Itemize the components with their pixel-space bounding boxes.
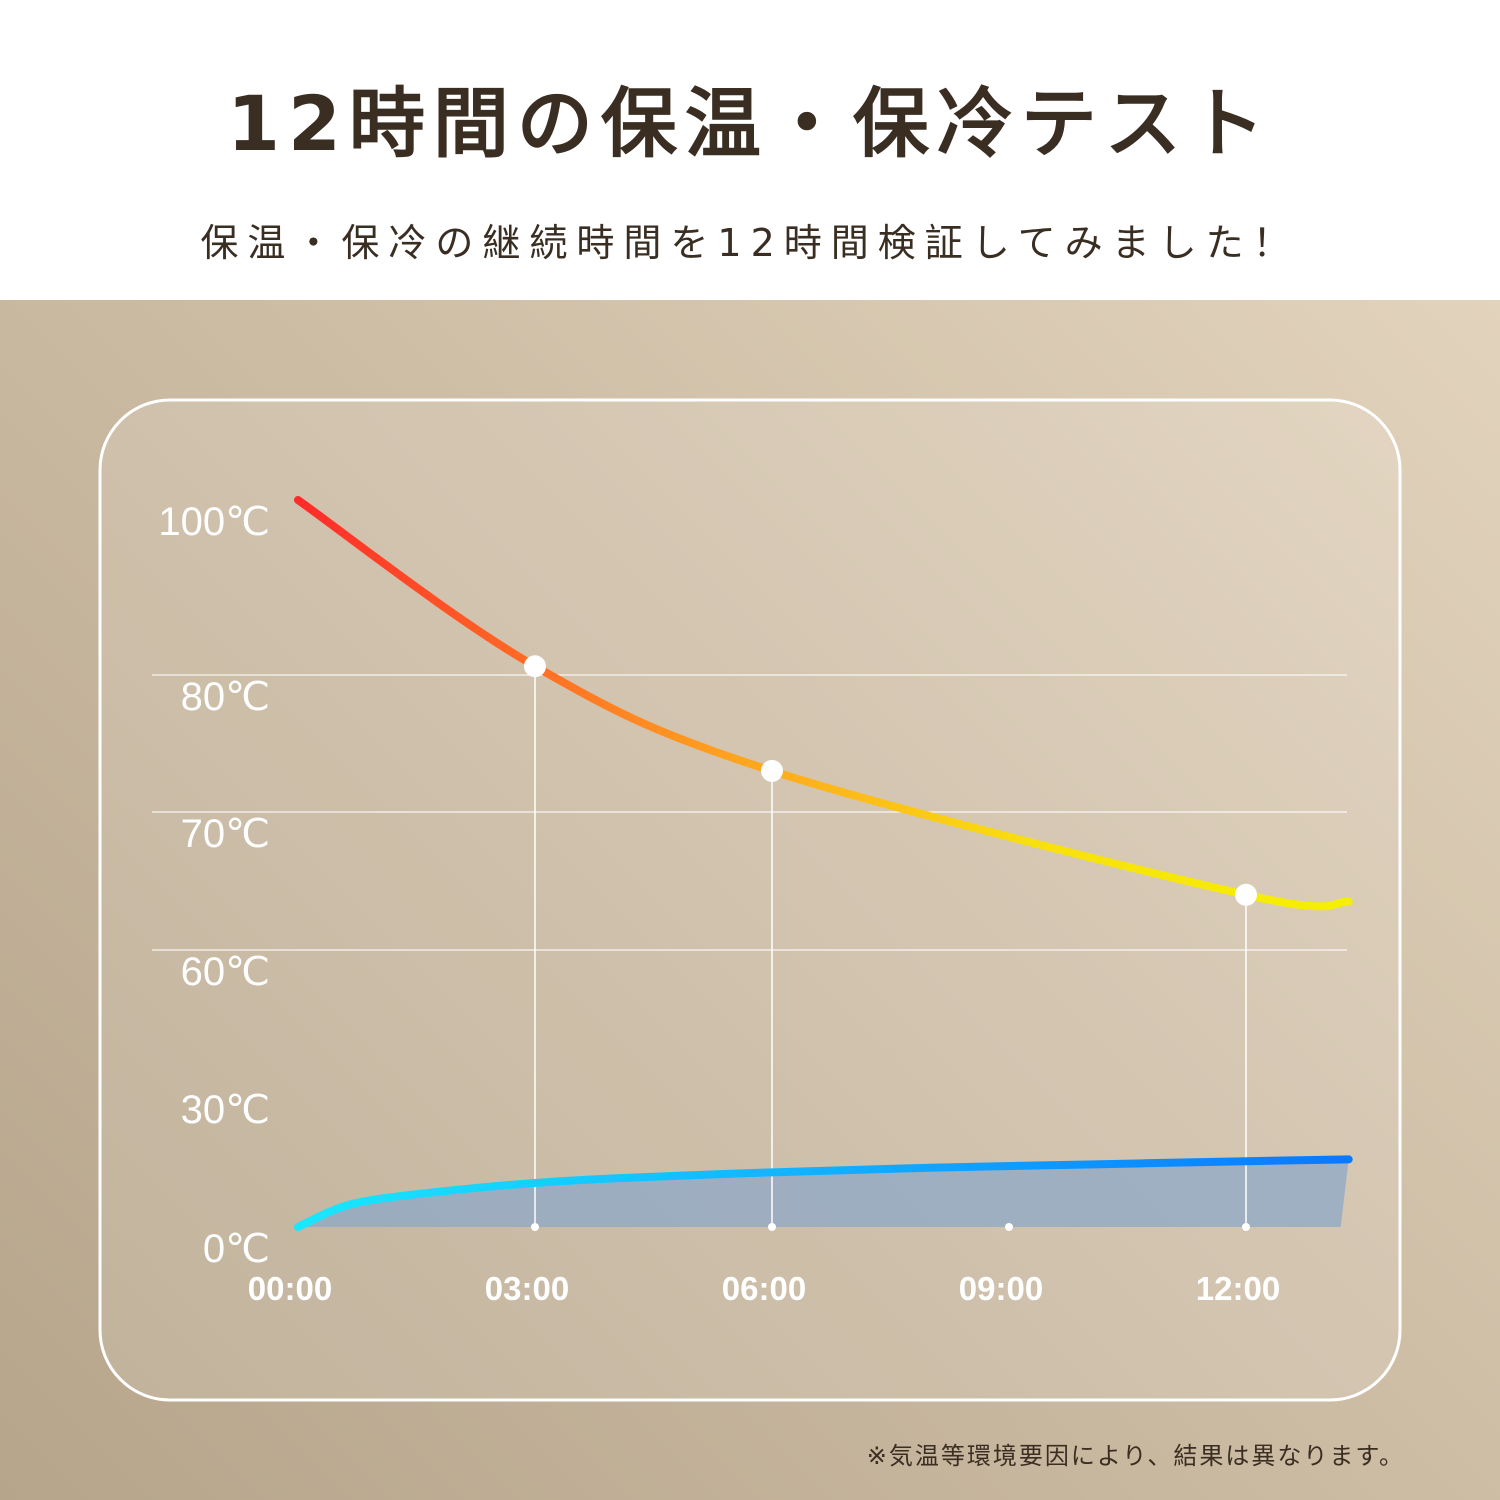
hot-data-point	[524, 655, 546, 678]
cold-area	[298, 1159, 1349, 1227]
hot-data-point	[1235, 883, 1257, 906]
baseline-dot	[768, 1223, 776, 1231]
cold-series-area	[298, 1159, 1349, 1227]
y-tick-label: 100℃	[158, 500, 270, 544]
y-axis-labels: 100℃ 80℃ 70℃ 60℃ 30℃ 0℃	[158, 500, 270, 1271]
page-subtitle: 保温・保冷の継続時間を12時間検証してみました！	[200, 221, 1300, 265]
y-tick-label: 30℃	[181, 1088, 270, 1132]
x-tick-label: 12:00	[1196, 1270, 1280, 1307]
cold-series-line	[294, 1155, 1353, 1231]
y-tick-label: 70℃	[181, 812, 270, 856]
hot-data-point	[761, 759, 783, 782]
baseline-dot	[1005, 1223, 1013, 1231]
y-tick-label: 0℃	[203, 1227, 270, 1271]
baseline-dot	[1242, 1223, 1250, 1231]
x-axis-labels: 00:00 03:00 06:00 09:00 12:00	[248, 1270, 1280, 1307]
marker-guides	[531, 666, 1250, 1231]
y-tick-label: 60℃	[181, 950, 270, 994]
x-tick-label: 00:00	[248, 1270, 332, 1307]
grid-lines	[152, 674, 1347, 951]
markers	[524, 655, 1257, 906]
x-tick-label: 06:00	[722, 1270, 806, 1307]
chart-frame	[98, 398, 1402, 1402]
header: 12時間の保温・保冷テスト 保温・保冷の継続時間を12時間検証してみました！	[0, 0, 1500, 300]
x-tick-label: 09:00	[959, 1270, 1043, 1307]
x-tick-label: 03:00	[485, 1270, 569, 1307]
y-tick-label: 80℃	[181, 675, 270, 719]
page-title: 12時間の保温・保冷テスト	[227, 79, 1273, 168]
footnote: ※気温等環境要因により、結果は異なります。	[866, 1442, 1405, 1470]
baseline-dot	[531, 1223, 539, 1231]
